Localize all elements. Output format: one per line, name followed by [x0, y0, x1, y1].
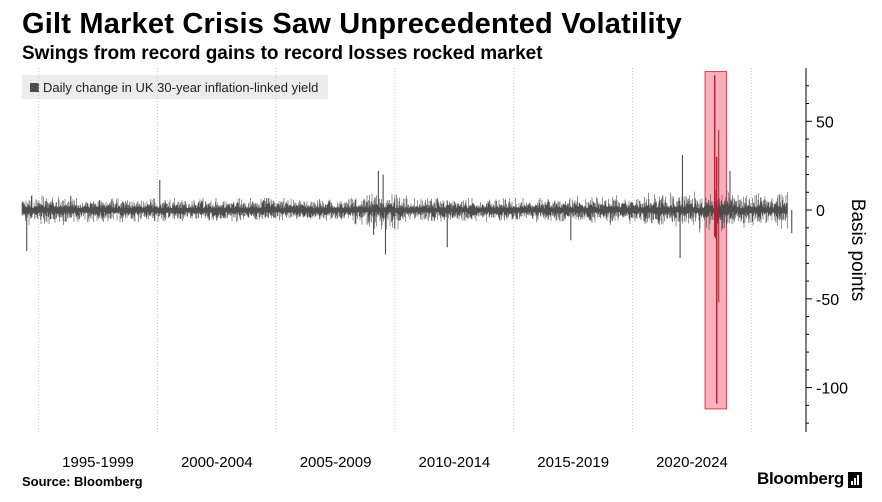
- y-tick-label-1: 0: [816, 203, 825, 220]
- crisis-highlight-box: [704, 71, 727, 410]
- legend-label: Daily change in UK 30-year inflation-lin…: [43, 79, 319, 95]
- x-tick-label-2: 2005-2009: [300, 454, 372, 471]
- source-note: Source: Bloomberg: [22, 474, 143, 489]
- bloomberg-terminal-icon: [848, 472, 862, 488]
- y-tick-label-3: -100: [816, 381, 848, 398]
- x-tick-label-4: 2015-2019: [537, 454, 609, 471]
- legend-swatch-icon: [30, 82, 39, 92]
- brand-logo: Bloomberg: [756, 469, 844, 488]
- y-tick-label-0: 50: [816, 114, 834, 131]
- x-tick-label-3: 2010-2014: [419, 454, 491, 471]
- x-tick-label-1: 2000-2004: [181, 454, 253, 471]
- y-tick-label-2: -50: [816, 292, 839, 309]
- daily-change-series: [21, 190, 788, 233]
- chart-legend: Daily change in UK 30-year inflation-lin…: [22, 75, 329, 99]
- x-tick-label-0: 1995-1999: [62, 454, 134, 471]
- chart-title: Gilt Market Crisis Saw Unprecedented Vol…: [22, 8, 682, 40]
- chart-subtitle: Swings from record gains to record losse…: [22, 43, 543, 64]
- y-axis-title: Basis points: [847, 199, 868, 301]
- x-tick-label-5: 2020-2024: [656, 454, 728, 471]
- daily-change-bars: [21, 190, 788, 233]
